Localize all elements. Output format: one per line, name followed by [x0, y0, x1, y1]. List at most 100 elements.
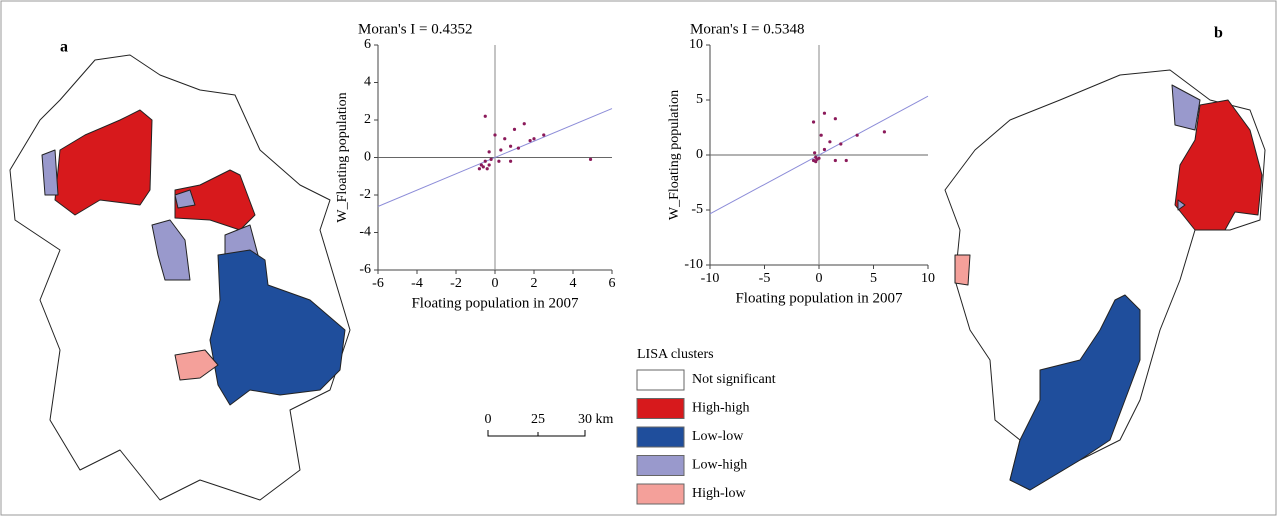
region	[1171, 84, 1201, 131]
y-tick-label: 0	[364, 150, 371, 165]
point	[477, 167, 481, 171]
x-tick-label: -10	[701, 271, 720, 286]
point	[509, 159, 513, 163]
y-tick-label: -2	[359, 187, 371, 202]
point	[882, 130, 887, 134]
region	[174, 189, 196, 209]
x-tick-label: 5	[870, 271, 877, 286]
region	[151, 219, 191, 281]
y-tick-label: -4	[359, 225, 371, 240]
x-tick-label: -2	[450, 276, 462, 291]
y-tick-label: -5	[691, 202, 703, 217]
legend-label: Not significant	[692, 372, 776, 387]
legend-label: Low-high	[692, 458, 747, 473]
scale-label: 30 km	[578, 412, 614, 427]
point	[839, 142, 843, 146]
region	[174, 349, 219, 381]
scale-bar: 0 25 30 km	[485, 412, 614, 437]
point	[522, 122, 526, 126]
x-tick-label: 4	[570, 276, 577, 291]
legend-swatch	[636, 455, 685, 476]
legend-label: Low-low	[692, 429, 744, 444]
region	[1009, 294, 1141, 491]
region	[209, 249, 346, 406]
region	[1174, 99, 1263, 231]
legend-title: LISA clusters	[637, 347, 714, 362]
region	[1177, 199, 1186, 211]
point	[819, 133, 823, 137]
map-a	[9, 54, 351, 501]
point	[516, 146, 521, 150]
point	[493, 133, 497, 137]
point	[487, 150, 491, 154]
x-tick-label: 0	[492, 276, 499, 291]
point	[483, 114, 487, 118]
point	[844, 158, 848, 163]
map-b	[944, 69, 1266, 491]
point	[485, 167, 489, 171]
panel-label: a	[60, 39, 68, 56]
y-tick-label: 5	[696, 92, 703, 107]
legend-swatch	[636, 483, 685, 505]
region	[174, 169, 256, 231]
region	[954, 254, 971, 286]
y-tick-label: 10	[689, 37, 703, 52]
x-tick-label: -6	[372, 276, 384, 291]
point	[503, 137, 507, 141]
point	[811, 120, 816, 124]
x-tick-label: 6	[609, 276, 616, 291]
point	[833, 117, 837, 121]
y-axis-label: W_Floating population	[335, 92, 350, 222]
legend-swatch	[636, 369, 685, 391]
x-tick-label: -4	[411, 276, 423, 291]
region	[41, 149, 59, 196]
point	[828, 140, 832, 144]
legend-label: High-low	[692, 486, 747, 501]
point	[542, 133, 546, 137]
point	[528, 139, 532, 143]
y-tick-label: -6	[359, 262, 371, 277]
y-axis-label: W_Floating population	[667, 90, 682, 220]
scale-label: 25	[531, 412, 545, 427]
point	[817, 156, 821, 160]
point	[588, 157, 593, 161]
point	[489, 157, 493, 161]
y-tick-label: 6	[364, 37, 371, 52]
legend-swatch	[636, 426, 685, 448]
chart-title: Moran's I = 0.4352	[358, 21, 473, 37]
y-tick-label: 0	[696, 147, 703, 162]
point	[813, 151, 817, 155]
y-tick-label: 4	[364, 75, 371, 90]
chart-title: Moran's I = 0.5348	[690, 21, 805, 37]
legend-swatch	[636, 398, 685, 419]
x-tick-label: 2	[531, 276, 538, 291]
trendline	[377, 108, 613, 207]
point	[855, 133, 859, 137]
point	[479, 163, 483, 167]
x-axis-label: Floating population in 2007	[411, 295, 579, 311]
point	[487, 163, 491, 167]
x-axis-label: Floating population in 2007	[735, 290, 903, 306]
point	[512, 127, 517, 131]
x-tick-label: 0	[816, 271, 823, 286]
point	[814, 160, 818, 164]
panel-label: b	[1214, 25, 1223, 42]
legend-label: High-high	[692, 401, 750, 416]
point	[822, 147, 827, 152]
point	[509, 144, 513, 148]
y-tick-label: 2	[364, 112, 371, 127]
x-tick-label: -5	[759, 271, 771, 286]
point	[532, 137, 536, 141]
point	[483, 159, 487, 163]
region	[54, 109, 153, 216]
point	[833, 158, 837, 163]
point	[822, 111, 827, 115]
x-tick-label: 10	[921, 271, 935, 286]
y-tick-label: -10	[684, 257, 703, 272]
scale-line	[487, 430, 586, 437]
point	[497, 159, 501, 163]
scale-label: 0	[485, 412, 492, 427]
